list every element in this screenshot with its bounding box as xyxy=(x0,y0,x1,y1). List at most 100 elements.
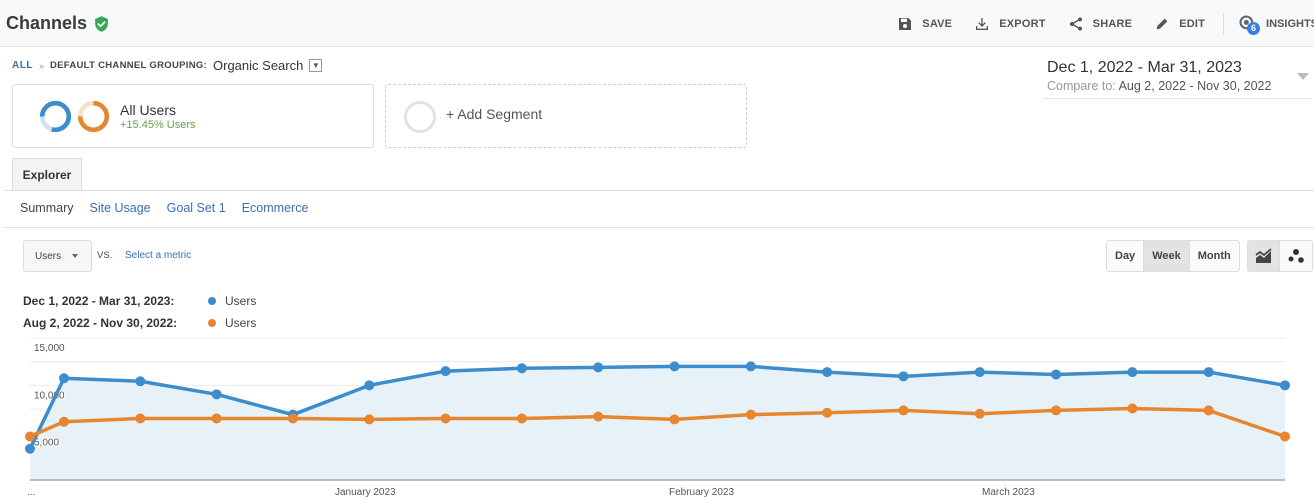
export-label: EXPORT xyxy=(999,18,1046,30)
data-point[interactable] xyxy=(440,366,451,377)
shield-check-icon xyxy=(95,15,108,32)
motion-chart-view-button[interactable] xyxy=(1280,241,1312,271)
add-segment-label: + Add Segment xyxy=(446,106,543,122)
data-point[interactable] xyxy=(1051,369,1062,380)
x-tick-label: ... xyxy=(27,487,35,498)
vs-label: VS. xyxy=(97,250,113,261)
page-title-text: Channels xyxy=(6,13,88,33)
legend-range-current: Dec 1, 2022 - Mar 31, 2023: xyxy=(23,294,175,308)
save-button[interactable]: SAVE xyxy=(897,16,952,32)
export-button[interactable]: EXPORT xyxy=(974,16,1045,32)
x-tick-label: February 2023 xyxy=(669,487,734,498)
share-button[interactable]: SHARE xyxy=(1068,16,1133,32)
chart-legend: Dec 1, 2022 - Mar 31, 2023: Users Aug 2,… xyxy=(23,290,256,334)
series-line-compare xyxy=(29,406,1286,439)
data-point[interactable] xyxy=(898,371,909,382)
subtab-ecommerce[interactable]: Ecommerce xyxy=(241,201,309,215)
x-tick-label: March 2023 xyxy=(982,487,1035,498)
data-point[interactable] xyxy=(1127,403,1138,414)
data-point[interactable] xyxy=(287,413,298,424)
subtabs-divider xyxy=(4,227,1314,228)
data-point[interactable] xyxy=(516,363,527,374)
save-icon xyxy=(899,18,912,30)
area-fill xyxy=(30,366,1285,480)
period-week-button[interactable]: Week xyxy=(1144,241,1190,271)
data-point[interactable] xyxy=(669,414,680,425)
line-chart-view-button[interactable] xyxy=(1248,241,1280,271)
legend-dot-blue xyxy=(208,297,216,305)
share-icon xyxy=(1069,17,1082,31)
data-point[interactable] xyxy=(25,443,35,454)
chevron-down-icon xyxy=(72,254,79,258)
users-line-chart[interactable]: 5,000 10,000 15,000... January 2023 February… xyxy=(0,330,1314,500)
line-chart-icon xyxy=(1254,248,1272,263)
motion-chart-icon xyxy=(1288,249,1304,263)
save-label: SAVE xyxy=(922,18,953,30)
data-point[interactable] xyxy=(516,413,527,424)
share-label: SHARE xyxy=(1092,18,1133,30)
data-point[interactable] xyxy=(59,373,69,384)
segment-ring-blue-icon xyxy=(39,100,72,133)
chevron-down-icon: ▼ xyxy=(311,61,320,70)
breadcrumb-all-link[interactable]: ALL xyxy=(12,60,33,71)
data-point[interactable] xyxy=(745,361,756,372)
data-point[interactable] xyxy=(1051,405,1062,416)
data-point[interactable] xyxy=(364,414,375,425)
compare-value: Aug 2, 2022 - Nov 30, 2022 xyxy=(1118,79,1272,93)
segment-all-users[interactable]: All Users +15.45% Users xyxy=(12,84,374,148)
data-point[interactable] xyxy=(25,431,35,442)
data-point[interactable] xyxy=(669,361,680,372)
insights-button[interactable]: 6 INSIGHTS xyxy=(1238,14,1314,35)
data-point[interactable] xyxy=(1280,380,1290,391)
data-point[interactable] xyxy=(822,367,833,378)
data-point[interactable] xyxy=(135,376,146,387)
metric-dropdown[interactable]: Users xyxy=(23,240,92,272)
data-point[interactable] xyxy=(1203,367,1214,378)
breadcrumb-group-value: Organic Search xyxy=(213,58,304,73)
edit-label: EDIT xyxy=(1179,18,1206,30)
data-point[interactable] xyxy=(745,409,756,420)
data-point[interactable] xyxy=(364,380,375,391)
select-metric-link[interactable]: Select a metric xyxy=(125,250,192,261)
insights-badge: 6 xyxy=(1247,22,1261,35)
series-line-current xyxy=(28,364,1286,450)
subtab-summary[interactable]: Summary xyxy=(20,201,74,215)
period-month-button[interactable]: Month xyxy=(1189,241,1239,271)
legend-metric-compare: Users xyxy=(225,316,257,330)
x-tick-label: January 2023 xyxy=(335,487,396,498)
insights-icon: 6 xyxy=(1238,14,1261,35)
data-point[interactable] xyxy=(1127,367,1138,378)
data-point[interactable] xyxy=(822,407,833,418)
y-tick-label: 5,000 xyxy=(34,438,59,449)
segment-title: All Users xyxy=(120,102,177,118)
data-point[interactable] xyxy=(59,416,69,427)
data-point[interactable] xyxy=(1280,431,1290,442)
data-point[interactable] xyxy=(135,413,146,424)
date-range-compare: Compare to: Aug 2, 2022 - Nov 30, 2022 xyxy=(1047,79,1271,93)
edit-button[interactable]: EDIT xyxy=(1154,16,1205,32)
pencil-icon xyxy=(1156,18,1168,30)
add-segment-button[interactable]: + Add Segment xyxy=(385,84,747,148)
legend-range-compare: Aug 2, 2022 - Nov 30, 2022: xyxy=(23,316,178,330)
date-range-main: Dec 1, 2022 - Mar 31, 2023 xyxy=(1047,59,1242,76)
metric-dropdown-value: Users xyxy=(35,250,62,262)
date-range-picker[interactable]: Dec 1, 2022 - Mar 31, 2023 Compare to: A… xyxy=(1043,58,1311,99)
data-point[interactable] xyxy=(211,389,222,400)
chart-view-toggle xyxy=(1247,240,1313,272)
data-point[interactable] xyxy=(440,413,451,424)
breadcrumb-dropdown-button[interactable]: ▼ xyxy=(309,59,323,72)
period-day-button[interactable]: Day xyxy=(1107,241,1145,271)
data-point[interactable] xyxy=(974,367,985,378)
breadcrumb: ALL » DEFAULT CHANNEL GROUPING: Organic … xyxy=(12,58,323,73)
data-point[interactable] xyxy=(211,413,222,424)
y-tick-label: 10,000 xyxy=(34,390,65,401)
compare-label: Compare to: xyxy=(1047,79,1116,93)
subtab-goal-set-1[interactable]: Goal Set 1 xyxy=(166,201,226,215)
data-point[interactable] xyxy=(593,411,604,422)
data-point[interactable] xyxy=(1203,405,1214,416)
data-point[interactable] xyxy=(974,408,985,419)
data-point[interactable] xyxy=(898,405,909,416)
tab-explorer[interactable]: Explorer xyxy=(12,158,82,191)
data-point[interactable] xyxy=(593,362,604,373)
subtab-site-usage[interactable]: Site Usage xyxy=(89,201,151,215)
